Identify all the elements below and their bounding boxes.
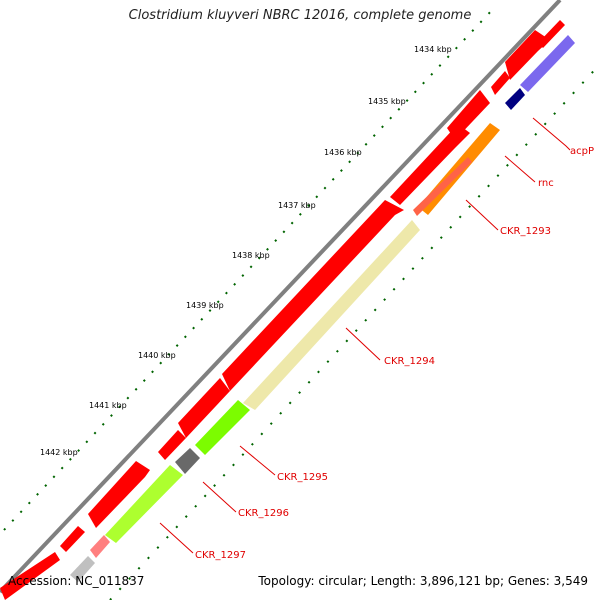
gene-arrow-outer-6 [222,200,404,391]
gene-label-ckr-1297: CKR_1297 [195,550,246,561]
accession-text: Accession: NC_011837 [8,574,145,588]
inner-dotted-ring [109,63,600,600]
gene-label-ckr-1294: CKR_1294 [384,356,435,367]
gene-label-rnc: rnc [538,178,554,189]
tick-label-1437: 1437 kbp [278,201,316,210]
gene-arrow-outer-11 [0,552,60,600]
map-title: Clostridium kluyveri NBRC 12016, complet… [128,8,472,23]
gene-inner-grey [70,556,95,582]
gene-arrow-outer-8 [158,430,186,460]
tick-label-1440: 1440 kbp [138,351,176,360]
inner-strand-genes [70,35,575,582]
tick-label-1434: 1434 kbp [414,45,452,54]
outer-strand-genes [0,20,565,600]
leader-acpp [532,117,571,151]
leader-ckr-1296 [202,481,237,513]
genome-summary-text: Topology: circular; Length: 3,896,121 bp… [258,574,588,588]
leader-ckr-1297 [159,522,194,554]
leader-ckr-1293 [465,199,499,231]
gene-label-acpp: acpP [570,146,594,157]
gene-labels: acpP rnc CKR_1293 CKR_1294 CKR_1295 CKR_… [195,146,594,561]
tick-labels: 1434 kbp 1435 kbp 1436 kbp 1437 kbp 1438… [40,45,452,457]
gene-acpp [505,88,525,110]
tick-label-1436: 1436 kbp [324,148,362,157]
tick-label-1441: 1441 kbp [89,401,127,410]
gene-inner-tail [90,535,110,558]
tick-label-1439: 1439 kbp [186,301,224,310]
gene-ckr-1293 [413,157,472,216]
tick-label-1438: 1438 kbp [232,251,270,260]
gene-ckr-1296 [175,448,200,474]
gene-arrow-outer-3 [491,71,510,95]
leader-ckr-1294 [345,327,381,361]
gene-arrow-outer-7 [178,378,230,438]
gene-ckr-1294 [243,220,420,410]
gene-arrow-outer-5 [390,124,470,205]
leader-ckr-1295 [239,445,276,476]
tick-label-1435: 1435 kbp [368,97,406,106]
gene-ckr-1295 [195,400,250,455]
gene-label-ckr-1293: CKR_1293 [500,226,551,237]
genome-backbone [0,0,562,594]
gene-arrow-outer-10 [60,526,85,552]
gene-arrow-outer-9 [88,461,150,528]
leader-rnc [504,155,536,183]
gene-ckr-1297 [105,465,183,543]
gene-label-ckr-1296: CKR_1296 [238,508,289,519]
tick-label-1442: 1442 kbp [40,448,78,457]
gene-upstream [520,35,575,92]
gene-label-leaders [159,117,571,554]
gene-arrow-outer-2 [505,30,550,80]
gene-label-ckr-1295: CKR_1295 [277,472,328,483]
